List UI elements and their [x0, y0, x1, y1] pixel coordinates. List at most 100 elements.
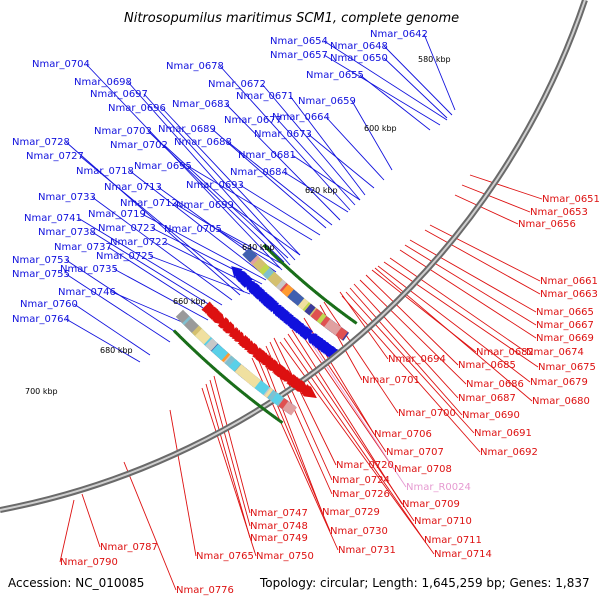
reverse-gene-label-leader [377, 265, 531, 383]
forward-gene-label-leader [229, 204, 301, 256]
summary-text: Topology: circular; Length: 1,645,259 bp… [259, 576, 590, 590]
reverse-gene-label-leader [59, 499, 75, 563]
forward-gene-label-leader [91, 196, 233, 301]
reverse-gene-label: Nmar_0690 [462, 410, 520, 421]
reverse-gene-label: Nmar_0707 [386, 447, 444, 458]
reverse-gene-label: Nmar_0665 [536, 307, 594, 318]
forward-gene-label: Nmar_0737 [54, 242, 112, 253]
forward-gene-label: Nmar_0672 [208, 79, 266, 90]
forward-gene-label-leader [291, 154, 361, 201]
forward-gene-label: Nmar_0712 [120, 198, 178, 209]
forward-gene-label: Nmar_0664 [272, 112, 330, 123]
forward-gene-label-leader [351, 100, 393, 171]
reverse-gene-label: Nmar_0709 [402, 499, 460, 510]
reverse-gene-label-leader [273, 337, 337, 466]
forward-gene-label-leader [73, 303, 151, 356]
reverse-gene-label-leader [205, 383, 251, 539]
rna-gene-label-leader [299, 325, 407, 488]
reverse-gene-label: Nmar_0776 [176, 585, 234, 596]
scale-tick-label: 620 kbp [305, 186, 338, 195]
forward-gene-label: Nmar_0696 [108, 103, 166, 114]
reverse-gene-label-leader [213, 375, 251, 514]
reverse-gene-label-leader [469, 174, 543, 200]
reverse-gene-label-leader [341, 295, 481, 453]
reverse-gene-label: Nmar_0692 [480, 447, 538, 458]
forward-gene-label-leader [211, 128, 327, 229]
reverse-gene-label-leader [123, 461, 177, 591]
reverse-gene-label-leader [81, 493, 101, 548]
reverse-gene-label-leader [374, 267, 533, 402]
inner-dash-mark [177, 334, 183, 339]
outer-feature-block [304, 303, 316, 316]
reverse-gene-label: Nmar_0675 [538, 362, 596, 373]
reverse-gene-label-leader [454, 194, 519, 225]
forward-gene-label-leader [323, 54, 441, 126]
forward-gene-label: Nmar_0655 [306, 70, 364, 81]
outer-feature-block [281, 284, 294, 298]
reverse-gene-label: Nmar_0710 [414, 516, 472, 527]
forward-gene-label: Nmar_0697 [90, 89, 148, 100]
outer-feature-block [324, 318, 342, 336]
reverse-gene-label: Nmar_0661 [540, 276, 598, 287]
forward-gene-label-leader [423, 33, 456, 111]
outer-feature-block [242, 247, 258, 263]
reverse-gene-label-leader [359, 279, 467, 385]
outer-dash-mark [262, 243, 267, 249]
gene-labels: Nmar_0642Nmar_0648Nmar_0654Nmar_0650Nmar… [12, 29, 600, 596]
reverse-gene-label-leader [209, 379, 251, 527]
reverse-gene-label-leader [283, 337, 425, 541]
forward-gene-label: Nmar_0673 [254, 129, 312, 140]
forward-gene-label: Nmar_0689 [158, 124, 216, 135]
forward-gene-label: Nmar_0677 [224, 115, 282, 126]
forward-gene-label: Nmar_0704 [32, 59, 90, 70]
reverse-gene-label: Nmar_0653 [530, 207, 588, 218]
reverse-gene-label: Nmar_0700 [398, 408, 456, 419]
reverse-gene-label: Nmar_0674 [526, 347, 584, 358]
inner-feature-block [278, 398, 291, 411]
forward-gene-label: Nmar_0718 [76, 166, 134, 177]
forward-strand-track [231, 266, 339, 360]
forward-gene-label-leader [359, 74, 431, 131]
reverse-gene-label: Nmar_0682 [476, 347, 534, 358]
reverse-gene-label-leader [353, 283, 459, 399]
reverse-gene-label-leader [291, 329, 403, 505]
reverse-gene-label: Nmar_0765 [196, 551, 254, 562]
reverse-gene-label: Nmar_0667 [536, 320, 594, 331]
forward-gene-label-leader [277, 119, 356, 206]
reverse-gene-label: Nmar_0790 [60, 557, 118, 568]
inner-feature-block [211, 343, 229, 361]
reverse-gene-label-leader [345, 291, 475, 434]
forward-gene-label-leader [65, 273, 171, 343]
forward-gene-label: Nmar_0713 [104, 182, 162, 193]
outer-feature-block [262, 267, 275, 280]
forward-gene-label: Nmar_0738 [38, 227, 96, 238]
feature-track-inner [172, 309, 297, 425]
forward-gene-label: Nmar_0648 [330, 41, 388, 52]
reverse-gene-label: Nmar_0730 [330, 526, 388, 537]
scale-tick-label: 660 kbp [173, 297, 206, 306]
reverse-gene-label-leader [255, 353, 331, 532]
reverse-gene-label-leader [287, 333, 415, 522]
reverse-gene-label: Nmar_0685 [458, 360, 516, 371]
forward-gene-label-leader [77, 217, 223, 306]
reverse-gene-arrow [201, 301, 212, 312]
forward-gene-label: Nmar_0760 [20, 299, 78, 310]
forward-gene-label: Nmar_0753 [12, 255, 70, 266]
reverse-gene-label: Nmar_0747 [250, 508, 308, 519]
forward-gene-label-leader [113, 268, 209, 321]
reverse-gene-label: Nmar_0711 [424, 535, 482, 546]
inner-dash-mark [172, 329, 178, 334]
forward-gene-label: Nmar_0681 [238, 150, 296, 161]
forward-gene-label: Nmar_0723 [98, 223, 156, 234]
forward-gene-label-leader [107, 246, 215, 316]
forward-gene-label-leader [217, 228, 285, 266]
forward-gene-label-leader [65, 141, 241, 296]
scale-tick-label: 600 kbp [364, 124, 397, 133]
scale-tick-label: 680 kbp [100, 346, 133, 355]
reverse-gene-label-leader [409, 239, 537, 313]
forward-gene-label: Nmar_0702 [110, 140, 168, 151]
reverse-gene-label-leader [259, 349, 323, 513]
forward-gene-label: Nmar_0727 [26, 151, 84, 162]
forward-gene-label-leader [383, 45, 453, 116]
reverse-gene-label: Nmar_0680 [532, 396, 590, 407]
